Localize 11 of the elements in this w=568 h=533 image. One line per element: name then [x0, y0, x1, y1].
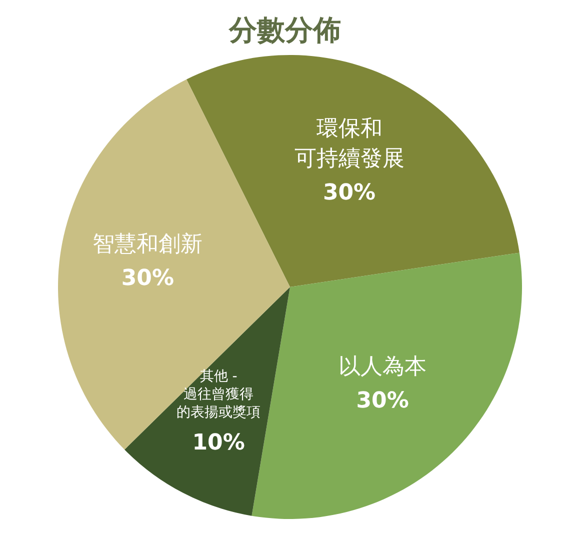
data-label: 10% — [192, 430, 245, 456]
pie-slice — [124, 287, 290, 516]
data-label: 30% — [356, 388, 409, 413]
data-label: 30% — [121, 266, 174, 291]
slice-label: 環保和可持續發展 — [294, 116, 404, 172]
slice-label: 智慧和創新 — [92, 232, 203, 257]
data-label: 30% — [322, 180, 376, 206]
pie-slice — [58, 79, 290, 450]
chart-title: 分數分佈 — [228, 14, 341, 46]
slice-label: 以人為本 — [338, 354, 427, 379]
slice-label: 其他 - 過往曾獲得的表揚或獎項 — [176, 368, 261, 421]
